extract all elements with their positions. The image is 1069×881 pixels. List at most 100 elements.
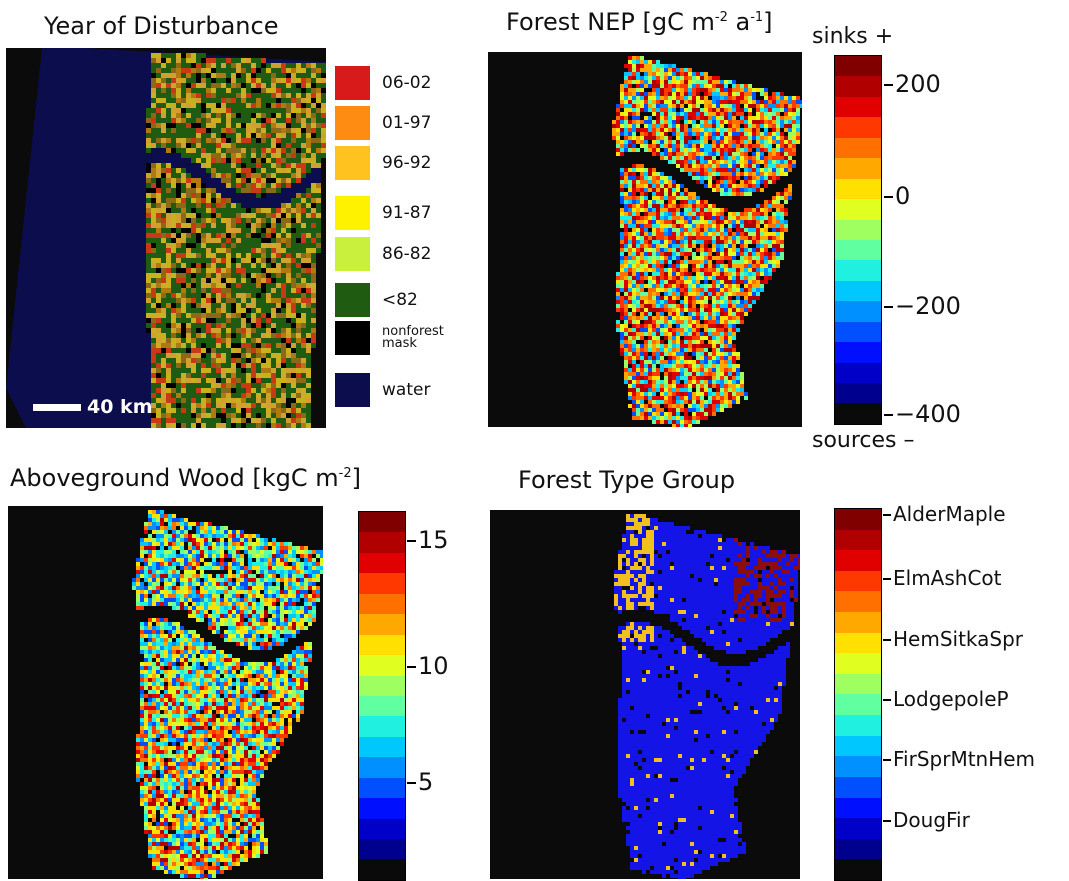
colorbar-step <box>835 363 881 383</box>
legend-item: nonforest mask <box>335 321 442 355</box>
colorbar-step <box>835 839 881 860</box>
colorbar-step <box>835 777 881 798</box>
legend-label: 06-02 <box>382 73 431 93</box>
sources-label: sources – <box>812 428 915 453</box>
colorbar-step <box>835 76 881 96</box>
wood-map <box>8 506 323 879</box>
legend-swatch <box>335 196 370 230</box>
colorbar-step <box>359 778 405 798</box>
scale-bar: 40 km <box>33 396 153 418</box>
nep-tick-200: 200 <box>895 70 941 98</box>
colorbar-step <box>359 737 405 757</box>
colorbar-step <box>835 694 881 715</box>
nep-tick-minus400: −400 <box>895 400 961 428</box>
wood-map-image <box>8 506 323 879</box>
colorbar-step <box>359 532 405 552</box>
colorbar-step <box>835 530 881 551</box>
colorbar-step <box>835 736 881 757</box>
colorbar-step <box>835 674 881 695</box>
sinks-label: sinks + <box>812 24 893 49</box>
scale-bar-label: 40 km <box>87 396 153 418</box>
colorbar-step <box>835 571 881 592</box>
colorbar-step <box>359 635 405 655</box>
colorbar-step <box>835 342 881 362</box>
legend-swatch <box>335 283 370 317</box>
colorbar-step <box>835 653 881 674</box>
colorbar-step <box>359 573 405 593</box>
colorbar-step <box>359 655 405 675</box>
legend-swatch <box>335 66 370 100</box>
disturbance-map-image <box>6 48 326 428</box>
colorbar-step <box>835 97 881 117</box>
forest-type-map <box>490 510 800 879</box>
ftype-label-firsprmtnhem: FirSprMtnHem <box>893 747 1035 771</box>
colorbar-step <box>359 512 405 532</box>
legend-item: 01-97 <box>335 106 431 140</box>
ftype-label-elmashcot: ElmAshCot <box>893 566 1002 590</box>
colorbar-step <box>835 383 881 403</box>
colorbar-step <box>359 798 405 818</box>
colorbar-step <box>835 798 881 819</box>
nep-title: Forest NEP [gC m-2 a-1] <box>506 8 773 36</box>
legend-label: 96-92 <box>382 153 431 173</box>
colorbar-step <box>835 158 881 178</box>
colorbar-step <box>835 301 881 321</box>
legend-label: 01-97 <box>382 113 431 133</box>
colorbar-step <box>359 594 405 614</box>
ftype-label-aldermaple: AlderMaple <box>893 502 1006 526</box>
colorbar-step <box>359 859 405 879</box>
wood-title: Aboveground Wood [kgC m-2] <box>10 464 361 492</box>
legend-swatch <box>335 373 370 407</box>
colorbar-step <box>359 614 405 634</box>
wood-tick-15: 15 <box>418 526 449 554</box>
scale-bar-line <box>33 404 81 411</box>
colorbar-step <box>359 839 405 859</box>
colorbar-step <box>835 260 881 280</box>
legend-item: 91-87 <box>335 196 431 230</box>
colorbar-step <box>835 715 881 736</box>
colorbar-step <box>835 550 881 571</box>
colorbar-step <box>835 138 881 158</box>
legend-item: <82 <box>335 283 418 317</box>
nep-map <box>488 52 802 427</box>
legend-item: 86-82 <box>335 237 431 271</box>
colorbar-step <box>835 818 881 839</box>
legend-swatch <box>335 146 370 180</box>
colorbar-step <box>835 509 881 530</box>
nep-colorbar <box>834 55 882 425</box>
colorbar-step <box>835 591 881 612</box>
colorbar-step <box>835 179 881 199</box>
colorbar-step <box>835 859 881 880</box>
colorbar-step <box>835 281 881 301</box>
forest-type-title: Forest Type Group <box>518 466 735 494</box>
colorbar-step <box>835 117 881 137</box>
ftype-label-hemsitkaspr: HemSitkaSpr <box>893 627 1023 651</box>
legend-item: 06-02 <box>335 66 431 100</box>
ftype-label-dougfir: DougFir <box>893 808 970 832</box>
colorbar-step <box>835 633 881 654</box>
legend-item: 96-92 <box>335 146 431 180</box>
forest-type-colorbar <box>834 508 882 881</box>
colorbar-step <box>359 716 405 736</box>
legend-label: 86-82 <box>382 244 431 264</box>
wood-colorbar <box>358 511 406 881</box>
colorbar-step <box>835 612 881 633</box>
colorbar-step <box>835 56 881 76</box>
ftype-label-lodgepolep: LodgepoleP <box>893 687 1009 711</box>
colorbar-step <box>359 696 405 716</box>
disturbance-map <box>6 48 326 428</box>
colorbar-step <box>835 322 881 342</box>
legend-label: 91-87 <box>382 203 431 223</box>
wood-tick-5: 5 <box>418 768 433 796</box>
colorbar-step <box>359 676 405 696</box>
colorbar-step <box>835 240 881 260</box>
colorbar-step <box>835 220 881 240</box>
forest-type-map-image <box>490 510 800 879</box>
colorbar-step <box>835 756 881 777</box>
legend-label: water <box>382 380 430 400</box>
nep-tick-minus200: −200 <box>895 292 961 320</box>
nep-tick-0: 0 <box>895 182 910 210</box>
legend-label: nonforest mask <box>382 326 442 350</box>
legend-swatch <box>335 106 370 140</box>
legend-label: <82 <box>382 290 418 310</box>
